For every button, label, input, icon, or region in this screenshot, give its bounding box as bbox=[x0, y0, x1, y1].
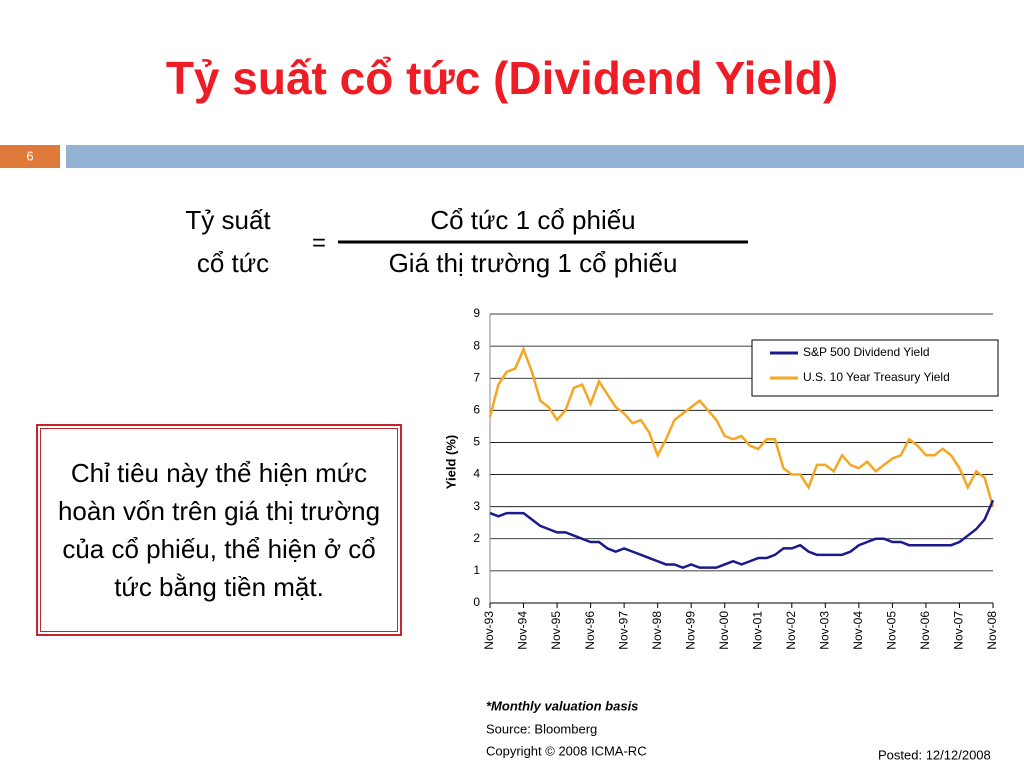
y-tick-label: 1 bbox=[473, 563, 480, 577]
x-tick-label: Nov-97 bbox=[616, 611, 630, 650]
formula-equals: = bbox=[312, 229, 326, 256]
y-tick-label: 8 bbox=[473, 338, 480, 352]
x-tick-label: Nov-99 bbox=[683, 611, 697, 650]
y-tick-label: 5 bbox=[473, 435, 480, 449]
y-tick-label: 2 bbox=[473, 531, 480, 545]
series-line bbox=[488, 345, 995, 508]
page-badge bbox=[0, 145, 60, 168]
y-tick-label: 3 bbox=[473, 499, 480, 513]
x-tick-label: Nov-04 bbox=[851, 611, 865, 650]
x-tick-label: Nov-94 bbox=[516, 611, 530, 650]
x-tick-label: Nov-95 bbox=[549, 611, 563, 650]
formula-numerator: Cổ tức 1 cổ phiếu bbox=[430, 205, 635, 235]
box-text: Chỉ tiêu này thể hiện mức hoàn vốn trên … bbox=[57, 458, 381, 602]
page-number: 6 bbox=[26, 148, 33, 163]
header-bar bbox=[66, 145, 1024, 168]
note: *Monthly valuation basis bbox=[486, 698, 638, 713]
x-tick-label: Nov-98 bbox=[650, 611, 664, 650]
note: Copyright © 2008 ICMA-RC bbox=[486, 743, 647, 758]
note: Source: Bloomberg bbox=[486, 721, 597, 736]
y-tick-label: 6 bbox=[473, 403, 480, 417]
series-line bbox=[489, 499, 995, 570]
x-tick-label: Nov-01 bbox=[750, 611, 764, 650]
formula-lhs: cổ tức bbox=[197, 248, 269, 278]
legend-label: U.S. 10 Year Treasury Yield bbox=[803, 370, 950, 384]
x-tick-label: Nov-05 bbox=[885, 611, 899, 650]
legend-box bbox=[751, 339, 999, 397]
formula-lhs: Tỷ suất bbox=[185, 205, 271, 235]
x-tick-label: Nov-08 bbox=[985, 611, 999, 650]
x-tick-label: Nov-03 bbox=[818, 611, 832, 650]
posted-date: Posted: 12/12/2008 bbox=[878, 747, 991, 762]
formula-denominator: Giá thị trường 1 cổ phiếu bbox=[389, 248, 678, 278]
y-tick-label: 4 bbox=[473, 467, 480, 481]
slide-title: Tỷ suất cổ tức (Dividend Yield) bbox=[166, 52, 838, 104]
info-box: Chỉ tiêu này thể hiện mức hoàn vốn trên … bbox=[36, 424, 402, 636]
x-tick-label: Nov-00 bbox=[717, 611, 731, 650]
y-tick-label: 7 bbox=[473, 370, 480, 384]
x-tick-label: Nov-96 bbox=[583, 611, 597, 650]
y-tick-label: 0 bbox=[473, 595, 480, 609]
y-axis-label: Yield (%) bbox=[443, 435, 458, 489]
x-tick-label: Nov-06 bbox=[918, 611, 932, 650]
x-tick-label: Nov-02 bbox=[784, 611, 798, 650]
x-tick-label: Nov-07 bbox=[952, 611, 966, 650]
legend-label: S&P 500 Dividend Yield bbox=[803, 345, 930, 359]
x-tick-label: Nov-93 bbox=[482, 611, 496, 650]
y-tick-label: 9 bbox=[473, 306, 480, 320]
